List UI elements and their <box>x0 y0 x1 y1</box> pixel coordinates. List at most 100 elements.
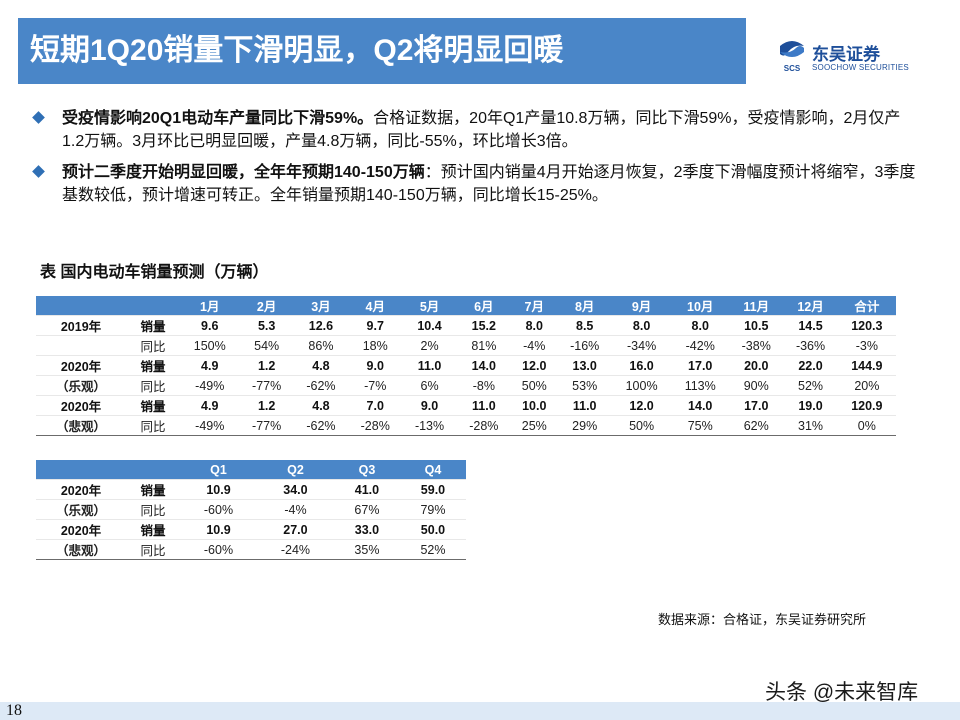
scenario-label <box>36 335 126 356</box>
sales-cell: 144.9 <box>837 355 896 376</box>
sales-cell: 10.5 <box>729 315 784 336</box>
yoy-cell: 50% <box>611 415 672 436</box>
header-cell: 3月 <box>293 296 349 316</box>
header-cell: 6月 <box>456 296 511 316</box>
header-cell: 7月 <box>510 296 558 316</box>
header-blank-cell <box>36 296 126 316</box>
sales-cell: 17.0 <box>671 355 730 376</box>
logo-name-en: SOOCHOW SECURITIES <box>812 63 909 72</box>
header-cell: Q3 <box>333 460 400 480</box>
yoy-cell: -38% <box>729 335 784 356</box>
sales-cell: 14.5 <box>783 315 838 336</box>
yoy-cell: 54% <box>239 335 294 356</box>
table-row-yoy: （乐观） 同比 -49% -77% -62% -7% 6% -8% 50% 53% 100% 113%… <box>36 375 896 396</box>
sales-cell: 9.7 <box>348 315 403 336</box>
sales-cell: 120.3 <box>837 315 896 336</box>
metric-label: 销量 <box>126 519 180 540</box>
sales-cell: 59.0 <box>399 479 466 500</box>
yoy-cell: -77% <box>239 375 294 396</box>
header-cell: 2月 <box>239 296 294 316</box>
sales-cell: 16.0 <box>611 355 672 376</box>
yoy-cell: -34% <box>611 335 672 356</box>
yoy-cell: -49% <box>180 415 240 436</box>
sales-cell: 11.0 <box>557 395 612 416</box>
yoy-cell: -28% <box>456 415 511 436</box>
yoy-cell: 100% <box>611 375 672 396</box>
header-cell: 4月 <box>348 296 403 316</box>
header-cell: Q1 <box>180 460 257 480</box>
bullet-list: 受疫情影响20Q1电动车产量同比下滑59%。合格证数据，20年Q1产量10.8万… <box>30 107 920 215</box>
header-cell: 12月 <box>783 296 838 316</box>
sales-cell: 8.0 <box>611 315 672 336</box>
yoy-cell: -7% <box>348 375 403 396</box>
yoy-cell: 81% <box>456 335 511 356</box>
sales-cell: 1.2 <box>239 395 294 416</box>
header-cell: 合计 <box>837 296 896 316</box>
yoy-cell: 67% <box>333 499 400 520</box>
sales-cell: 10.0 <box>510 395 558 416</box>
sales-cell: 1.2 <box>239 355 294 376</box>
yoy-cell: 18% <box>348 335 403 356</box>
yoy-cell: -62% <box>293 375 349 396</box>
sales-cell: 10.9 <box>180 479 257 500</box>
yoy-cell: -62% <box>293 415 349 436</box>
sales-cell: 8.5 <box>557 315 612 336</box>
sales-cell: 10.9 <box>180 519 257 540</box>
sales-cell: 4.8 <box>293 395 349 416</box>
yoy-cell: -4% <box>256 499 334 520</box>
diamond-bullet-icon <box>32 165 45 178</box>
bullet-text: ：预计国内销量4月开始逐月恢复，2季度下滑幅度预计将缩窄，3季度基数较低，预计增… <box>62 164 916 204</box>
header-cell: Q4 <box>399 460 466 480</box>
diamond-bullet-icon <box>32 111 45 124</box>
yoy-cell: 31% <box>783 415 838 436</box>
yoy-cell: -13% <box>402 415 457 436</box>
header-cell: 11月 <box>729 296 784 316</box>
header-cell: 10月 <box>671 296 730 316</box>
table-row-sales: 2020年 销量 4.9 1.2 4.8 7.0 9.0 11.0 10.0 11.0 12.0 14… <box>36 395 896 416</box>
sales-cell: 9.0 <box>402 395 457 416</box>
sales-cell: 12.0 <box>510 355 558 376</box>
bullet-headline: 受疫情影响20Q1电动车产量同比下滑59%。 <box>62 110 374 127</box>
sales-cell: 13.0 <box>557 355 612 376</box>
yoy-cell: 79% <box>399 499 466 520</box>
table-header-row: Q1 Q2 Q3 Q4 <box>36 460 466 480</box>
header-cell: Q2 <box>256 460 334 480</box>
quarterly-sales-table: Q1 Q2 Q3 Q4 2020年 销量 10.9 34.0 41.0 59.0 （乐观）同… <box>36 460 466 560</box>
header-cell: 1月 <box>180 296 240 316</box>
sales-cell: 41.0 <box>333 479 400 500</box>
sales-cell: 7.0 <box>348 395 403 416</box>
scenario-label: （乐观） <box>36 375 126 396</box>
metric-label: 同比 <box>126 375 180 396</box>
year-label: 2020年 <box>36 355 126 376</box>
yoy-cell: -49% <box>180 375 240 396</box>
yoy-cell: -36% <box>783 335 838 356</box>
page-number: 18 <box>6 702 22 719</box>
table-header-row: 1月 2月 3月 4月 5月 6月 7月 8月 9月 10月 11月 12月 合… <box>36 296 896 316</box>
sales-cell: 5.3 <box>239 315 294 336</box>
data-source-note: 数据来源：合格证，东吴证券研究所 <box>658 612 867 627</box>
sales-cell: 33.0 <box>333 519 400 540</box>
year-label: 2019年 <box>36 315 126 336</box>
sales-cell: 9.6 <box>180 315 240 336</box>
sales-cell: 10.4 <box>402 315 457 336</box>
yoy-cell: 113% <box>671 375 730 396</box>
sales-cell: 14.0 <box>671 395 730 416</box>
metric-label: 销量 <box>126 355 180 376</box>
header-cell: 8月 <box>557 296 612 316</box>
sales-cell: 22.0 <box>783 355 838 376</box>
bullet-item: 预计二季度开始明显回暖，全年年预期140-150万辆：预计国内销量4月开始逐月恢… <box>30 161 920 207</box>
year-label: 2020年 <box>36 479 126 500</box>
logo-mark-text: SCS <box>784 64 801 73</box>
sales-cell: 11.0 <box>402 355 457 376</box>
year-label: 2020年 <box>36 519 126 540</box>
yoy-cell: -4% <box>510 335 558 356</box>
sales-cell: 12.6 <box>293 315 349 336</box>
yoy-cell: 53% <box>557 375 612 396</box>
yoy-cell: 35% <box>333 539 400 560</box>
metric-label: 同比 <box>126 499 180 520</box>
table-row-yoy: （悲观） 同比 -60% -24% 35% 52% <box>36 539 466 560</box>
scenario-label: （乐观） <box>36 499 126 520</box>
sales-cell: 4.8 <box>293 355 349 376</box>
page-title: 短期1Q20销量下滑明显，Q2将明显回暖 <box>30 34 564 67</box>
header-cell: 5月 <box>402 296 457 316</box>
